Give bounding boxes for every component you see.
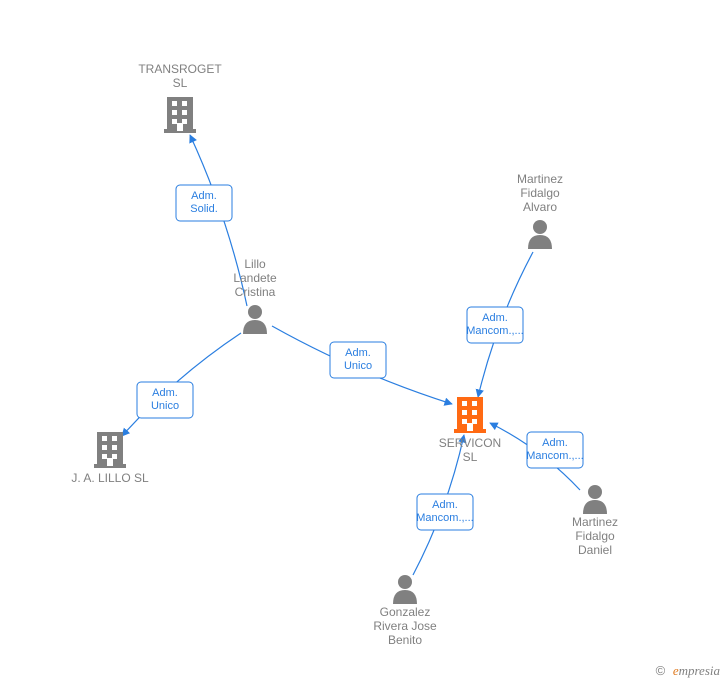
node-label: SL <box>173 76 188 90</box>
node-label: SERVICON <box>439 436 501 450</box>
copyright-symbol: © <box>656 663 666 678</box>
edge-label-text: Adm. <box>432 499 458 511</box>
edge-label-text: Mancom.,... <box>416 512 473 524</box>
node-label: Martinez <box>517 172 563 186</box>
node-mfa[interactable]: MartinezFidalgoAlvaro <box>517 172 563 249</box>
node-label: Fidalgo <box>575 529 615 543</box>
brand-rest: mpresia <box>679 663 720 678</box>
edge-label-text: Adm. <box>542 437 568 449</box>
edge-label-text: Adm. <box>345 347 371 359</box>
node-label: J. A. LILLO SL <box>71 471 149 485</box>
edge-label-text: Adm. <box>152 387 178 399</box>
node-label: TRANSROGET <box>138 62 222 76</box>
node-label: Martinez <box>572 515 618 529</box>
edge-label-text: Adm. <box>482 312 508 324</box>
node-label: Rivera Jose <box>373 619 437 633</box>
node-transroget[interactable]: TRANSROGETSL <box>138 62 222 133</box>
edge-label-text: Unico <box>151 400 179 412</box>
node-label: Fidalgo <box>520 186 560 200</box>
node-label: Gonzalez <box>380 605 431 619</box>
node-jalillo[interactable]: J. A. LILLO SL <box>71 432 149 485</box>
node-label: Lillo <box>244 257 266 271</box>
edge-label-text: Unico <box>344 360 372 372</box>
node-mfd[interactable]: MartinezFidalgoDaniel <box>572 485 618 557</box>
node-label: Landete <box>233 271 277 285</box>
node-label: Cristina <box>235 285 276 299</box>
node-label: Daniel <box>578 543 612 557</box>
node-label: SL <box>463 450 478 464</box>
edge-label-text: Mancom.,... <box>526 450 583 462</box>
node-lillo[interactable]: LilloLandeteCristina <box>233 257 277 334</box>
node-label: Alvaro <box>523 200 557 214</box>
node-label: Benito <box>388 633 422 647</box>
footer: © empresia <box>656 663 720 679</box>
edge-label-text: Mancom.,... <box>466 325 523 337</box>
network-svg: Adm.Solid.Adm.UnicoAdm.UnicoAdm.Mancom.,… <box>0 0 728 685</box>
node-servicon[interactable]: SERVICONSL <box>439 397 501 464</box>
node-grjb[interactable]: GonzalezRivera JoseBenito <box>373 575 437 647</box>
edge-label-text: Adm. <box>191 190 217 202</box>
diagram-stage: Adm.Solid.Adm.UnicoAdm.UnicoAdm.Mancom.,… <box>0 0 728 685</box>
edge-label-text: Solid. <box>190 203 218 215</box>
